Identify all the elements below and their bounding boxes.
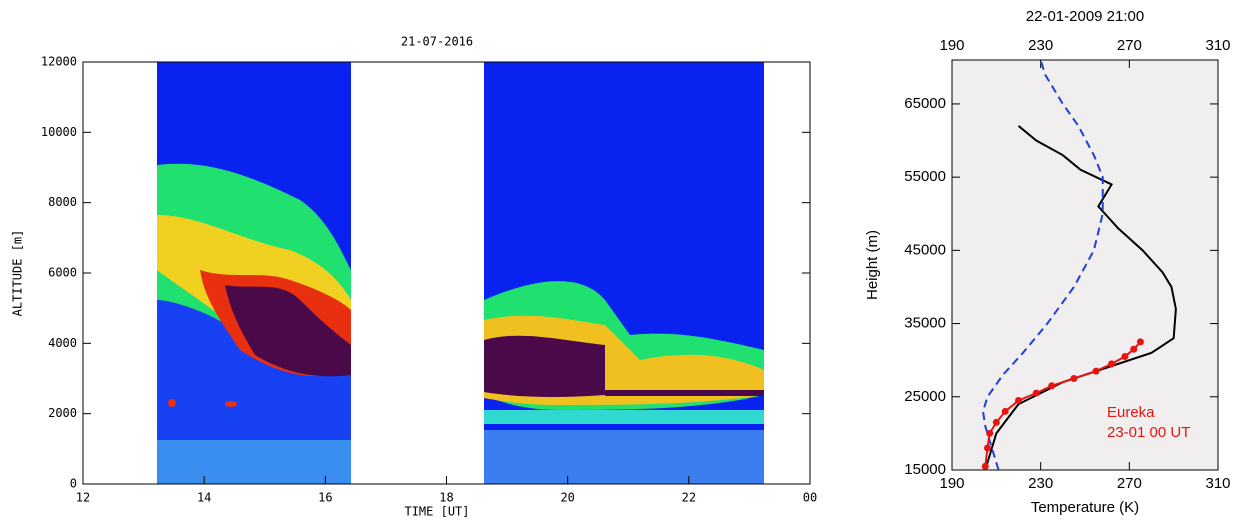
x-axis-label: TIME [UT] [404,505,469,519]
data-point [1092,367,1100,375]
x-tick-label: 22 [682,491,696,505]
y-tick-label: 4000 [48,336,77,350]
data-point [1032,389,1040,397]
lidar-chart: 12 14 16 18 20 22 0002000400060008000100001200… [11,35,818,519]
x-tick-label: 00 [803,491,817,505]
x-top-tick-label: 270 [1117,37,1142,54]
data-point [1001,407,1009,415]
x-tick-label: 230 [1028,475,1053,492]
x-tick-label: 12 [76,491,90,505]
data-point [1121,353,1129,361]
x-tick-label: 14 [197,491,211,505]
y-tick-label: 65000 [904,95,946,112]
y-tick-label: 35000 [904,315,946,332]
x-tick-label: 16 [318,491,332,505]
x-tick-label: 310 [1205,475,1230,492]
y-tick-label: 12000 [41,55,77,69]
lidar-image [157,62,764,484]
x-tick-label: 190 [939,475,964,492]
chart-title: 22-01-2009 21:00 [1026,8,1144,25]
y-axis-label: Height (m) [864,230,881,300]
annotation: 23-01 00 UT [1107,424,1190,441]
y-tick-label: 45000 [904,241,946,258]
y-tick-label: 8000 [48,195,77,209]
series-group [981,60,1177,470]
profile-chart: 190 190 230 230 270 270 310 310 15000 25000 35000 4… [864,8,1231,516]
x-top-tick-label: 310 [1205,37,1230,54]
profile-line [984,125,1177,470]
profile-line [982,60,1104,470]
chart-title: 21-07-2016 [401,35,473,49]
annotation: Eureka [1107,404,1155,421]
data-point [981,462,989,470]
y-tick-label: 10000 [41,125,77,139]
y-axis-label: ALTITUDE [m] [11,230,25,317]
y-tick-label: 2000 [48,406,77,420]
y-tick-label: 25000 [904,388,946,405]
x-axis-label: Temperature (K) [1031,499,1139,516]
x-top-tick-label: 190 [939,37,964,54]
data-point [1130,345,1138,353]
data-point [1015,396,1022,404]
data-point [983,444,991,452]
data-point [1070,374,1078,382]
y-tick-label: 0 [70,477,77,491]
data-point [986,429,994,437]
y-tick-label: 6000 [48,266,77,280]
data-point [1048,382,1056,390]
data-point [1136,338,1144,346]
data-point [1108,360,1116,368]
plot-frame [951,59,1219,471]
y-tick-label: 15000 [904,461,946,478]
x-tick-label: 20 [560,491,574,505]
y-tick-label: 55000 [904,168,946,185]
data-point [992,418,1000,426]
x-tick-label: 270 [1117,475,1142,492]
x-top-tick-label: 230 [1028,37,1053,54]
x-tick-label: 18 [439,491,453,505]
